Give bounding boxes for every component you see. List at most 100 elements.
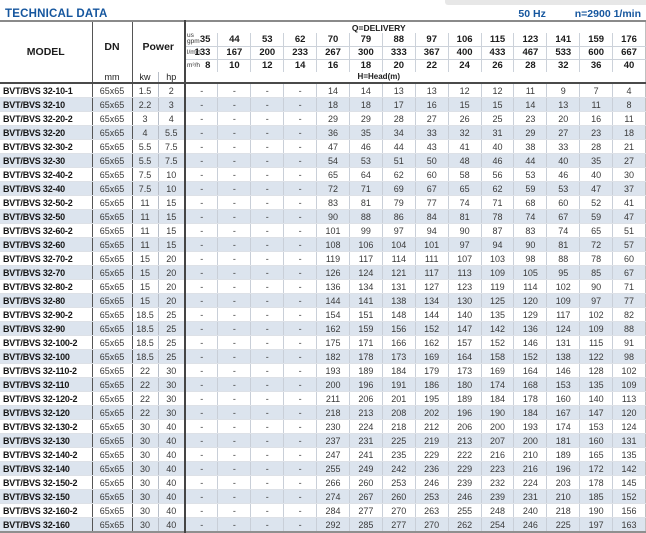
head-cell: 151 [349,307,383,322]
head-cell: 18 [316,97,350,112]
head-cell: - [217,139,252,154]
dn-cell: 65x65 [92,181,133,196]
kw-cell: 30 [132,447,159,462]
kw-cell: 4 [132,125,159,140]
head-cell: 84 [415,209,449,224]
head-cell: 140 [448,307,482,322]
head-cell: - [185,293,219,308]
head-cell: 240 [513,503,548,518]
head-cell: - [217,195,252,210]
gpm-value: 70 [316,33,350,47]
model-cell: BVT/BVS 32-120-2 [0,391,93,406]
head-cell: - [185,377,219,392]
dn-cell: 65x65 [92,209,133,224]
page-title: TECHNICAL DATA [5,8,108,20]
head-cell: - [283,223,318,238]
gpm-value: 97 [415,33,449,47]
head-cell: 127 [415,279,449,294]
dn-cell: 65x65 [92,307,133,322]
head-cell: 72 [316,181,350,196]
head-cell: 27 [415,111,449,126]
head-cell: 7 [579,83,614,98]
head-cell: - [283,195,318,210]
head-cell: 13 [382,83,416,98]
head-cell: 131 [546,335,581,350]
head-cell: 260 [382,489,416,504]
head-cell: - [217,153,252,168]
head-cell: - [185,125,219,140]
head-cell: 248 [481,503,515,518]
model-cell: BVT/BVS 32-100-2 [0,335,93,350]
head-cell: 211 [316,391,350,406]
head-cell: - [283,153,318,168]
head-cell: - [217,307,252,322]
table-row: BVT/BVS 32-70-2 65x65 15 20- - - -119 117 114 111… [0,251,646,266]
head-cell: 53 [349,153,383,168]
head-cell: 40 [546,153,581,168]
m3h-value: 24 [448,59,482,72]
head-cell: 98 [612,349,646,364]
head-cell: - [217,433,252,448]
model-cell: BVT/BVS 32-80-2 [0,279,93,294]
head-cell: 38 [513,139,548,154]
kw-cell: 18.5 [132,335,159,350]
head-cell: 101 [415,237,449,252]
head-cell: - [283,167,318,182]
kw-cell: 11 [132,223,159,238]
head-cell: 186 [415,377,449,392]
table-row: BVT/BVS 32-40 65x65 7.5 10- - - -72 71 69 67 65 62 5… [0,181,646,196]
head-cell: 235 [382,447,416,462]
model-cell: BVT/BVS 32-70-2 [0,251,93,266]
head-cell: 113 [448,265,482,280]
head-cell: - [185,111,219,126]
head-cell: 31 [481,125,515,140]
head-cell: 74 [513,209,548,224]
head-cell: 178 [579,475,614,490]
kw-cell: 5.5 [132,139,159,154]
head-cell: 160 [579,433,614,448]
head-cell: - [250,139,285,154]
head-cell: 246 [448,489,482,504]
head-cell: - [185,475,219,490]
head-cell: - [283,517,318,533]
gpm-value: 141 [546,33,581,47]
head-cell: - [250,517,285,533]
hp-cell: 30 [158,377,187,392]
head-cell: 69 [382,181,416,196]
hp-cell: 10 [158,167,187,182]
column-header-dn: DN [92,21,133,72]
lmin-value: l/min 133 [185,46,219,60]
table-row: BVT/BVS 32-140-2 65x65 30 40- - - -247 241 235 22… [0,447,646,462]
head-cell: 169 [481,363,515,378]
head-cell: - [185,153,219,168]
head-cell: 11 [513,83,548,98]
table-row: BVT/BVS 32-30 65x65 5.5 7.5- - - -54 53 51 50 48 46… [0,153,646,168]
dn-cell: 65x65 [92,335,133,350]
head-cell: 189 [546,447,581,462]
dn-cell: 65x65 [92,377,133,392]
head-cell: 35 [579,153,614,168]
head-cell: 126 [316,265,350,280]
m3h-value: 16 [316,59,350,72]
table-row: BVT/BVS 32-130-2 65x65 30 40- - - -230 224 218 21… [0,419,646,434]
head-cell: 57 [612,237,646,252]
hp-cell: 30 [158,363,187,378]
head-cell: - [185,223,219,238]
hp-cell: 40 [158,517,187,533]
gpm-value: 79 [349,33,383,47]
head-cell: - [250,447,285,462]
gpm-header-row: us gpm 35 44 53 62 70 79 88 97 106 115 123 141 159 176 [0,33,646,47]
dn-cell: 65x65 [92,251,133,266]
head-cell: 97 [579,293,614,308]
model-cell: BVT/BVS 32-20 [0,125,93,140]
head-cell: 263 [415,503,449,518]
model-cell: BVT/BVS 32-110-2 [0,363,93,378]
head-cell: 34 [382,125,416,140]
head-cell: 144 [316,293,350,308]
model-cell: BVT/BVS 32-120 [0,405,93,420]
head-cell: 175 [316,335,350,350]
m3h-value: 26 [481,59,515,72]
head-cell: 33 [415,125,449,140]
head-cell: 162 [415,335,449,350]
head-cell: - [217,321,252,336]
